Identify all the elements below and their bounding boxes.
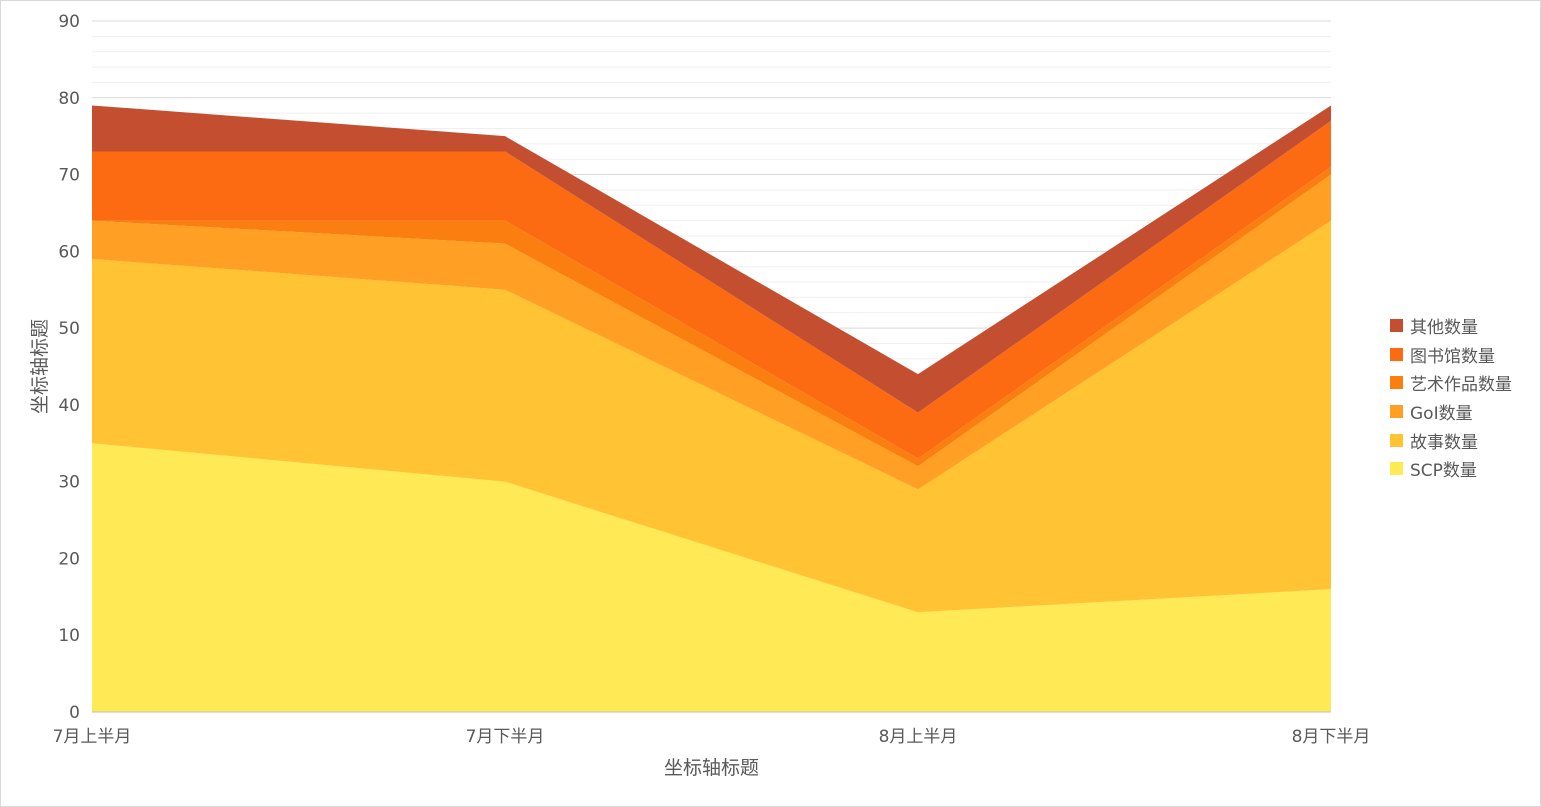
area-series-2 (92, 220, 1331, 613)
legend-label: 故事数量 (1410, 432, 1478, 453)
legend-swatch (1390, 462, 1403, 476)
x-tick-label: 7月上半月 (53, 727, 132, 747)
y-tick-label: 10 (58, 626, 80, 646)
legend-item: 图书馆数量 (1390, 340, 1512, 369)
y-tick-label: 40 (58, 396, 80, 416)
area-series-4 (92, 166, 1331, 467)
legend-label: SCP数量 (1410, 461, 1477, 482)
area-series-5 (92, 120, 1331, 459)
area-series-1 (92, 443, 1331, 712)
y-tick-label: 0 (69, 703, 80, 723)
x-axis-title: 坐标轴标题 (664, 757, 759, 779)
y-axis-ticks: 0 10 20 30 40 50 60 70 80 90 (58, 12, 80, 723)
area-series-6 (92, 105, 1331, 413)
y-tick-label: 80 (58, 89, 80, 109)
x-tick-label: 8月下半月 (1292, 727, 1371, 747)
legend-item: 艺术作品数量 (1390, 368, 1512, 397)
y-tick-label: 60 (58, 242, 80, 262)
legend-item: SCP数量 (1390, 454, 1512, 483)
legend-item: GoI数量 (1390, 397, 1512, 426)
x-tick-label: 7月下半月 (466, 727, 545, 747)
legend-label: GoI数量 (1410, 403, 1473, 424)
area-series-group (92, 105, 1331, 712)
legend-swatch (1390, 433, 1403, 447)
legend-swatch (1390, 404, 1403, 418)
legend-swatch (1390, 376, 1403, 390)
legend-label: 艺术作品数量 (1410, 375, 1512, 396)
chart-legend: 其他数量图书馆数量艺术作品数量 GoI数量故事数量 SCP数量 (1390, 311, 1512, 483)
legend-swatch (1390, 347, 1403, 361)
y-axis-title: 坐标轴标题 (29, 319, 51, 414)
legend-swatch (1390, 318, 1403, 332)
y-tick-label: 50 (58, 319, 80, 339)
y-tick-label: 90 (58, 12, 80, 32)
legend-item: 故事数量 (1390, 426, 1512, 455)
y-tick-label: 70 (58, 166, 80, 186)
y-tick-label: 30 (58, 473, 80, 493)
legend-label: 其他数量 (1410, 317, 1478, 338)
legend-item: 其他数量 (1390, 311, 1512, 340)
x-tick-label: 8月上半月 (879, 727, 958, 747)
x-axis-ticks: 7月上半月 7月下半月 8月上半月 8月下半月 (53, 727, 1371, 747)
y-tick-label: 20 (58, 549, 80, 569)
area-series-3 (92, 174, 1331, 490)
legend-label: 图书馆数量 (1410, 346, 1495, 367)
